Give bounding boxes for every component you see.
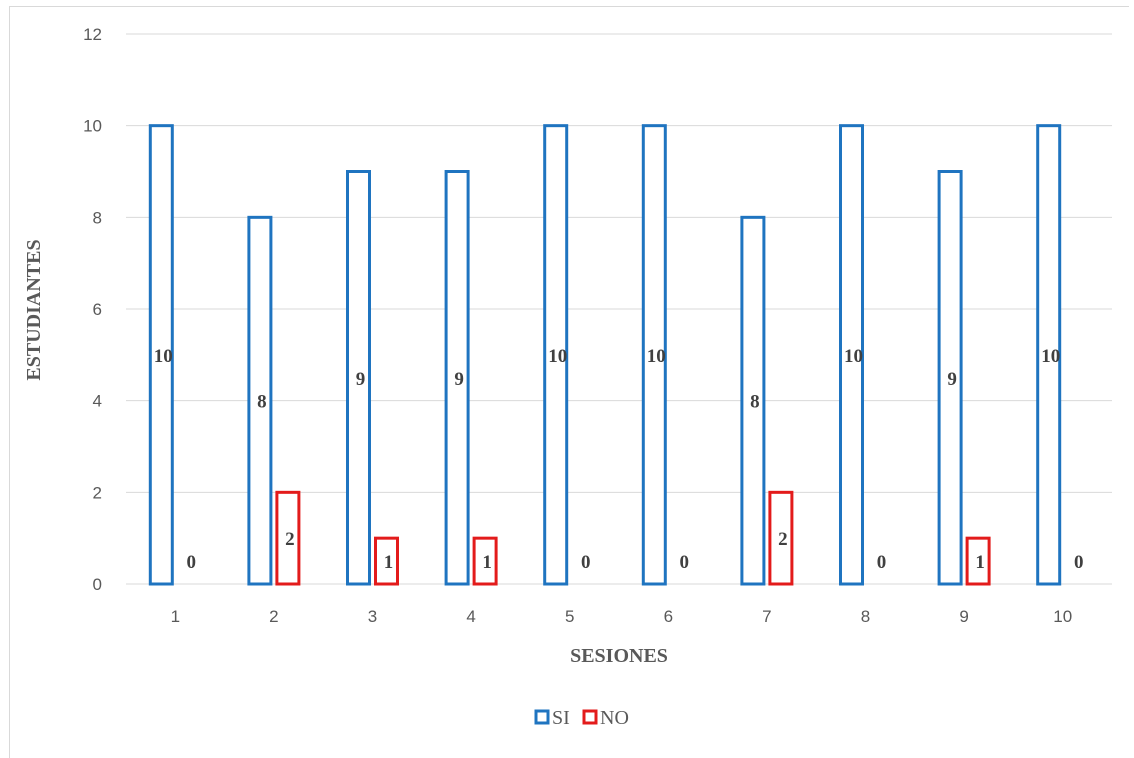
data-label-no: 2 [285,529,295,550]
bar-si [247,215,273,586]
data-label-no: 1 [975,552,985,573]
data-label-si: 10 [647,346,666,367]
data-label-no: 2 [778,529,788,550]
data-label-no: 0 [581,552,591,573]
x-tick-label: 4 [466,607,475,626]
bar-no [768,490,794,586]
bar-si [641,124,667,586]
bar-no [472,536,498,586]
x-axis-title: SESIONES [570,645,668,667]
data-label-si: 9 [947,369,957,390]
data-label-si: 10 [844,346,863,367]
y-tick-label: 8 [93,208,102,227]
data-label-si: 8 [750,392,760,413]
data-labels: 10 0 8 2 9 1 9 1 10 0 10 0 8 2 10 0 9 1 10 0 [154,346,1084,573]
legend-label-si: SI [552,707,570,729]
x-tick-label: 2 [269,607,278,626]
bar-si [346,170,371,586]
y-tick-label: 10 [83,117,102,136]
data-label-no: 1 [482,552,492,573]
data-label-si: 9 [454,369,464,390]
x-tick-label: 8 [861,607,870,626]
data-label-si: 10 [154,346,173,367]
legend-swatch-no [582,709,598,725]
x-axis-ticks: 1 2 3 4 5 6 7 8 9 10 [171,607,1073,626]
gridlines [126,33,1112,585]
bar-no [374,536,399,586]
bar-si [937,170,963,586]
y-tick-label: 2 [93,483,102,502]
y-tick-label: 6 [93,300,102,319]
x-tick-label: 3 [368,607,377,626]
data-label-si: 9 [356,369,366,390]
bar-si [444,170,470,586]
bar-si [1036,124,1062,586]
y-tick-label: 4 [93,392,102,411]
y-axis-ticks: 0 2 4 6 8 10 12 [83,25,102,594]
bar-no [965,536,991,586]
legend: SI NO [534,707,629,729]
x-tick-label: 9 [959,607,968,626]
data-label-si: 10 [548,346,567,367]
bar-si [148,124,174,586]
x-tick-label: 5 [565,607,574,626]
y-axis-title: ESTUDIANTES [23,239,45,380]
x-tick-label: 10 [1053,607,1072,626]
x-tick-label: 7 [762,607,771,626]
data-label-si: 10 [1041,346,1060,367]
y-tick-label: 0 [93,575,102,594]
bar-no [275,490,301,586]
x-tick-label: 1 [171,607,180,626]
data-label-no: 0 [680,552,690,573]
data-label-no: 1 [384,552,394,573]
bar-si [839,124,864,586]
x-tick-label: 6 [664,607,673,626]
bar-si [543,124,569,586]
legend-swatch-si [534,709,550,725]
bar-si [740,215,766,586]
data-label-si: 8 [257,392,267,413]
bars [148,124,1062,586]
data-label-no: 0 [877,552,887,573]
y-tick-label: 12 [83,25,102,44]
data-label-no: 0 [187,552,197,573]
data-label-no: 0 [1074,552,1084,573]
legend-label-no: NO [600,707,629,729]
